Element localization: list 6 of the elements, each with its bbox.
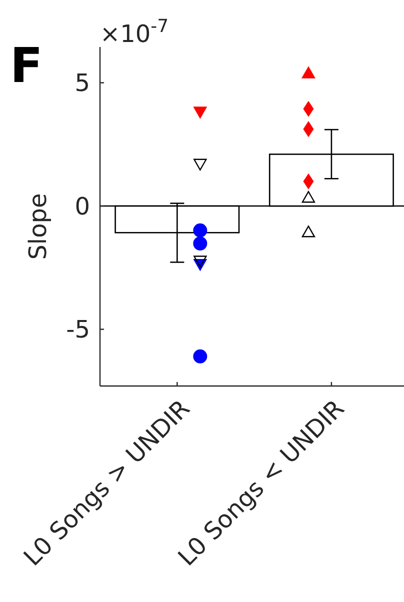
y-tick-label: -5 xyxy=(66,316,90,344)
y-tick-label: 5 xyxy=(74,69,90,98)
y-axis-title: Slope xyxy=(24,193,52,260)
y-tick-label: 0 xyxy=(74,192,90,220)
chart-title: F xyxy=(10,38,43,94)
annotation: ×10$^{-7}$ xyxy=(100,16,169,48)
